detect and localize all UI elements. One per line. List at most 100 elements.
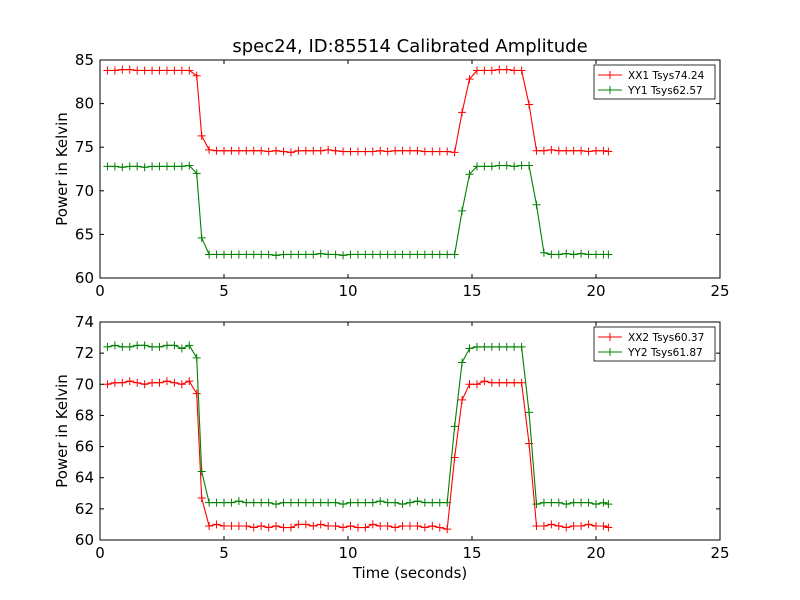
data-point <box>257 498 266 507</box>
data-point <box>110 66 119 75</box>
data-point <box>331 250 340 259</box>
data-point <box>383 147 392 156</box>
data-point <box>103 380 112 389</box>
data-point <box>450 422 459 431</box>
x-tick-label: 25 <box>710 544 729 562</box>
data-point <box>125 342 134 351</box>
data-point <box>118 378 127 387</box>
data-point <box>577 521 586 530</box>
data-point <box>177 380 186 389</box>
legend: XX2 Tsys60.37 YY2 Tsys61.87 <box>593 326 716 362</box>
data-point <box>472 342 481 351</box>
data-point <box>584 498 593 507</box>
data-point <box>517 161 526 170</box>
data-point <box>234 250 243 259</box>
data-point <box>227 521 236 530</box>
data-point <box>197 233 206 242</box>
data-point <box>118 163 127 172</box>
data-point <box>272 521 281 530</box>
data-point <box>435 523 444 532</box>
data-point <box>480 342 489 351</box>
x-tick-label: 15 <box>462 544 481 562</box>
data-point <box>495 378 504 387</box>
data-point <box>458 108 467 117</box>
data-point <box>428 498 437 507</box>
data-point <box>525 100 534 109</box>
data-point <box>220 521 228 530</box>
data-point <box>420 147 429 156</box>
data-point <box>234 521 243 530</box>
data-point <box>155 66 164 75</box>
data-point <box>339 251 348 260</box>
data-point <box>443 525 452 534</box>
data-point <box>539 146 548 155</box>
data-point <box>331 521 340 530</box>
data-point <box>398 500 407 509</box>
data-point <box>525 408 534 417</box>
data-point <box>487 162 496 171</box>
data-point <box>212 250 221 259</box>
data-point <box>205 145 214 154</box>
series-line <box>107 69 609 154</box>
data-point <box>227 146 236 155</box>
data-point <box>279 498 288 507</box>
data-point <box>413 497 422 506</box>
data-point <box>604 500 613 509</box>
data-point <box>301 146 310 155</box>
x-axis-label: Time (seconds) <box>352 564 468 582</box>
data-point <box>361 523 370 532</box>
y-tick-label: 60 <box>75 269 94 287</box>
data-point <box>502 378 511 387</box>
data-point <box>324 250 333 259</box>
data-point <box>316 249 325 258</box>
data-point <box>599 146 608 155</box>
x-tick-label: 5 <box>219 544 229 562</box>
legend-label: XX1 Tsys74.24 <box>628 70 705 82</box>
data-point <box>450 250 459 259</box>
data-point <box>197 493 206 502</box>
data-point <box>391 250 400 259</box>
data-point <box>562 500 571 509</box>
legend-box <box>593 326 716 362</box>
data-point <box>162 377 171 386</box>
data-point <box>443 147 452 156</box>
data-point <box>249 250 258 259</box>
data-point <box>398 250 407 259</box>
data-point <box>301 498 310 507</box>
data-point <box>450 148 459 157</box>
data-point <box>118 65 127 74</box>
data-point <box>309 521 318 530</box>
data-point <box>103 66 112 75</box>
data-point <box>177 162 186 171</box>
data-point <box>301 250 310 259</box>
data-point <box>443 498 452 507</box>
data-point <box>532 200 541 209</box>
data-point <box>125 377 134 386</box>
data-point <box>547 498 556 507</box>
data-point <box>569 498 578 507</box>
data-point <box>547 250 556 259</box>
data-point <box>294 146 303 155</box>
y-tick-label: 64 <box>75 469 94 487</box>
data-point <box>569 146 578 155</box>
data-point <box>192 389 201 398</box>
data-point <box>212 520 221 529</box>
data-point <box>406 146 414 155</box>
data-point <box>562 523 571 532</box>
data-point <box>406 498 414 507</box>
x-tick-label: 20 <box>586 544 605 562</box>
chart-panel-bottom: 0 5 10 15 20 25 60 62 64 66 68 70 72 74 Power in Kelvi… <box>53 313 730 562</box>
data-point <box>272 251 281 260</box>
data-point <box>264 523 273 532</box>
data-point <box>286 498 295 507</box>
data-point <box>279 523 288 532</box>
data-point <box>279 147 288 156</box>
data-point <box>177 344 186 353</box>
data-point <box>249 498 258 507</box>
data-point <box>162 162 171 171</box>
data-point <box>428 250 437 259</box>
data-point <box>368 147 377 156</box>
y-tick-label: 65 <box>75 225 94 243</box>
data-point <box>346 147 355 156</box>
data-point <box>257 146 266 155</box>
